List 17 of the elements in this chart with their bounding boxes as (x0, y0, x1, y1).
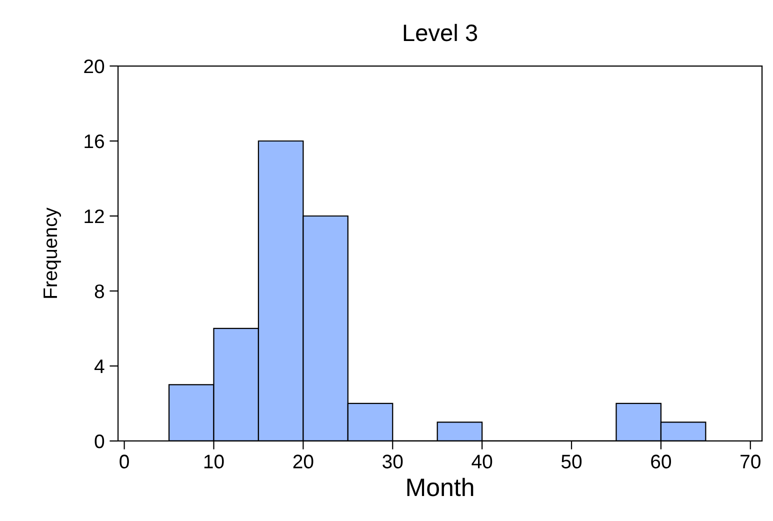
y-tick-label: 0 (94, 434, 104, 448)
x-tick-label: 10 (204, 454, 224, 468)
y-axis-title: Frequency (44, 208, 61, 298)
y-tick-label: 8 (94, 284, 104, 298)
x-tick-label: 40 (472, 454, 492, 468)
chart-title: Level 3 (404, 24, 478, 42)
y-tick-label: 12 (84, 209, 104, 224)
x-axis-title: Month (407, 478, 474, 496)
x-tick-label: 30 (382, 454, 403, 468)
x-tick-label: 50 (561, 454, 582, 468)
x-tick-label: 0 (120, 454, 129, 468)
x-tick-label: 60 (651, 454, 672, 468)
x-tick-label: 20 (293, 454, 314, 468)
x-tick-label: 70 (740, 454, 760, 468)
y-tick-label: 4 (94, 360, 104, 374)
y-tick-label: 20 (84, 59, 104, 74)
y-tick-label: 16 (84, 134, 104, 148)
